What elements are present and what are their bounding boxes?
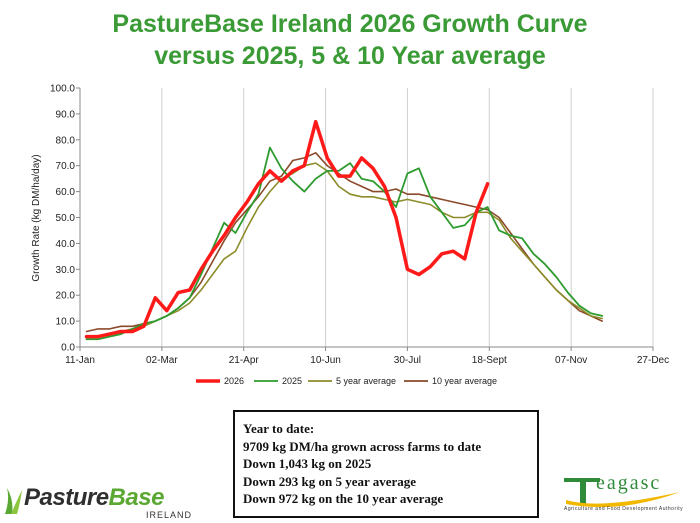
x-tick-label: 10-Jun [310, 355, 341, 366]
x-tick-label: 21-Apr [229, 355, 260, 366]
y-axis-title: Growth Rate (kg DM/ha/day) [31, 154, 42, 281]
pasturebase-wordmark: PastureBase [24, 484, 164, 512]
pasturebase-logo: PastureBase IRELAND [2, 484, 192, 520]
year-to-date-summary: Year to date: 9709 kg DM/ha grown across… [233, 410, 539, 518]
axes [76, 87, 654, 351]
y-tick-label: 0.0 [61, 343, 75, 354]
x-tick-label: 18-Sept [472, 355, 507, 366]
teagasc-subtitle: Agriculture and Food Development Authori… [564, 506, 684, 512]
growth-chart: 0.0 10.0 20.0 30.0 40.0 50.0 60.0 70.0 80.0 90.0 1… [31, 84, 669, 387]
teagasc-wordmark: eagasc [596, 472, 662, 494]
y-tick-label: 90.0 [56, 109, 76, 120]
legend-label: 2025 [282, 376, 302, 386]
legend: 2026 2025 5 year average 10 year average [196, 376, 497, 386]
x-tick-label: 30-Jul [394, 355, 421, 366]
y-tick-label: 10.0 [56, 317, 76, 328]
series-line-2025 [85, 146, 604, 341]
chart-title-line1: PastureBase Ireland 2026 Growth Curve [112, 10, 588, 38]
series-line-5-year-average [85, 162, 604, 338]
summary-line: 9709 kg DM/ha grown across farms to date [243, 438, 482, 454]
y-tick-labels: 0.0 10.0 20.0 30.0 40.0 50.0 60.0 70.0 80.0 90.0 1… [50, 84, 75, 354]
summary-line: Down 1,043 kg on 2025 [243, 456, 372, 471]
y-tick-label: 70.0 [56, 161, 76, 172]
teagasc-logo: eagasc Agriculture and Food Development … [560, 470, 690, 520]
summary-line: Down 972 kg on the 10 year average [243, 491, 444, 506]
legend-label: 10 year average [432, 376, 497, 386]
y-tick-label: 20.0 [56, 291, 76, 302]
chart-title-line2: versus 2025, 5 & 10 Year average [154, 42, 546, 70]
pasturebase-subtitle: IRELAND [146, 510, 193, 520]
plot-area [80, 88, 653, 347]
x-tick-label: 02-Mar [146, 355, 178, 366]
grass-icon [5, 488, 22, 514]
series-lines [84, 119, 604, 341]
summary-line: Down 293 kg on 5 year average [243, 473, 417, 489]
series-line-2026 [84, 119, 490, 339]
teagasc-mark-icon [564, 478, 680, 508]
pasturebase-word-2: Base [108, 484, 165, 511]
y-tick-label: 40.0 [56, 239, 76, 250]
y-tick-label: 100.0 [50, 84, 75, 95]
y-tick-label: 30.0 [56, 265, 76, 276]
legend-label: 2026 [224, 376, 244, 386]
x-tick-labels: 11-Jan 02-Mar 21-Apr 10-Jun 30-Jul 18-Sept 07-… [65, 355, 669, 366]
y-tick-label: 60.0 [56, 187, 76, 198]
chart-title: PastureBase Ireland 2026 Growth Curve ve… [0, 8, 700, 72]
x-tick-label: 27-Dec [637, 355, 669, 366]
summary-heading: Year to date: [243, 421, 315, 436]
y-tick-label: 80.0 [56, 135, 76, 146]
x-tick-label: 11-Jan [65, 355, 95, 366]
legend-label: 5 year average [336, 376, 396, 386]
y-tick-label: 50.0 [56, 213, 76, 224]
x-tick-label: 07-Nov [555, 355, 587, 366]
pasturebase-word-1: Pasture [24, 484, 109, 511]
